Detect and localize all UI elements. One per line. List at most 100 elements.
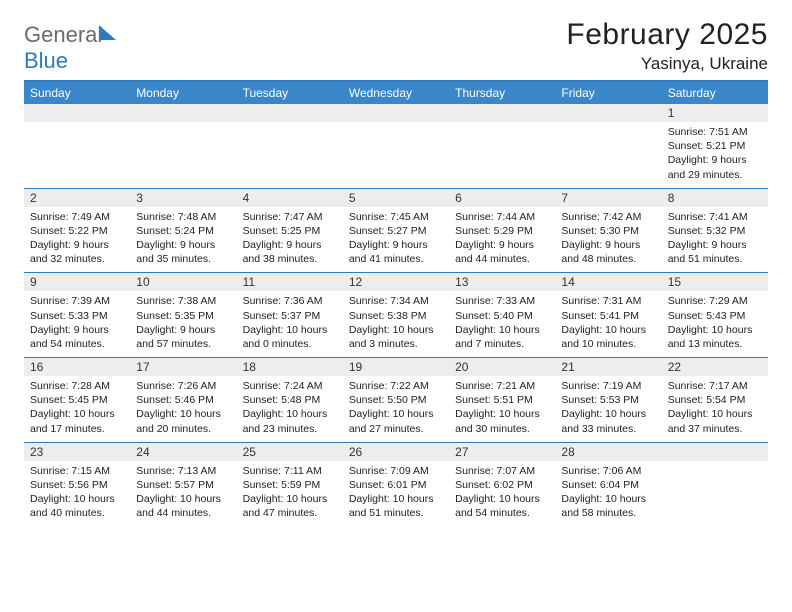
day-details: Sunrise: 7:11 AMSunset: 5:59 PMDaylight:… (237, 461, 343, 527)
calendar-cell: 21Sunrise: 7:19 AMSunset: 5:53 PMDayligh… (555, 358, 661, 443)
calendar-cell (237, 104, 343, 188)
calendar-cell (662, 442, 768, 526)
day-number: 23 (24, 443, 130, 461)
calendar-cell: 22Sunrise: 7:17 AMSunset: 5:54 PMDayligh… (662, 358, 768, 443)
logo-text: General Blue (24, 22, 120, 74)
calendar-cell: 15Sunrise: 7:29 AMSunset: 5:43 PMDayligh… (662, 273, 768, 358)
day-details: Sunrise: 7:47 AMSunset: 5:25 PMDaylight:… (237, 207, 343, 273)
day-details: Sunrise: 7:31 AMSunset: 5:41 PMDaylight:… (555, 291, 661, 357)
calendar-cell: 14Sunrise: 7:31 AMSunset: 5:41 PMDayligh… (555, 273, 661, 358)
calendar-cell: 28Sunrise: 7:06 AMSunset: 6:04 PMDayligh… (555, 442, 661, 526)
day-details: Sunrise: 7:42 AMSunset: 5:30 PMDaylight:… (555, 207, 661, 273)
day-number: 3 (130, 189, 236, 207)
calendar-row: 9Sunrise: 7:39 AMSunset: 5:33 PMDaylight… (24, 273, 768, 358)
day-number: 8 (662, 189, 768, 207)
day-number: 17 (130, 358, 236, 376)
calendar-cell: 8Sunrise: 7:41 AMSunset: 5:32 PMDaylight… (662, 188, 768, 273)
calendar-cell: 9Sunrise: 7:39 AMSunset: 5:33 PMDaylight… (24, 273, 130, 358)
calendar-cell: 3Sunrise: 7:48 AMSunset: 5:24 PMDaylight… (130, 188, 236, 273)
header: General Blue February 2025 Yasinya, Ukra… (24, 18, 768, 74)
day-details: Sunrise: 7:41 AMSunset: 5:32 PMDaylight:… (662, 207, 768, 273)
day-details: Sunrise: 7:17 AMSunset: 5:54 PMDaylight:… (662, 376, 768, 442)
calendar-cell: 24Sunrise: 7:13 AMSunset: 5:57 PMDayligh… (130, 442, 236, 526)
calendar-cell: 7Sunrise: 7:42 AMSunset: 5:30 PMDaylight… (555, 188, 661, 273)
calendar-cell (130, 104, 236, 188)
day-details: Sunrise: 7:07 AMSunset: 6:02 PMDaylight:… (449, 461, 555, 527)
location: Yasinya, Ukraine (566, 54, 768, 74)
calendar-cell: 18Sunrise: 7:24 AMSunset: 5:48 PMDayligh… (237, 358, 343, 443)
day-number: 14 (555, 273, 661, 291)
calendar-row: 1Sunrise: 7:51 AMSunset: 5:21 PMDaylight… (24, 104, 768, 188)
day-details: Sunrise: 7:28 AMSunset: 5:45 PMDaylight:… (24, 376, 130, 442)
calendar-cell: 2Sunrise: 7:49 AMSunset: 5:22 PMDaylight… (24, 188, 130, 273)
day-details: Sunrise: 7:39 AMSunset: 5:33 PMDaylight:… (24, 291, 130, 357)
calendar-cell: 20Sunrise: 7:21 AMSunset: 5:51 PMDayligh… (449, 358, 555, 443)
day-number: 19 (343, 358, 449, 376)
day-details: Sunrise: 7:15 AMSunset: 5:56 PMDaylight:… (24, 461, 130, 527)
calendar-cell: 27Sunrise: 7:07 AMSunset: 6:02 PMDayligh… (449, 442, 555, 526)
day-number: 18 (237, 358, 343, 376)
weekday-header: Sunday (24, 82, 130, 104)
calendar-cell: 25Sunrise: 7:11 AMSunset: 5:59 PMDayligh… (237, 442, 343, 526)
page-title: February 2025 (566, 18, 768, 52)
day-number: 1 (662, 104, 768, 122)
calendar-cell (555, 104, 661, 188)
calendar-cell: 6Sunrise: 7:44 AMSunset: 5:29 PMDaylight… (449, 188, 555, 273)
day-details: Sunrise: 7:33 AMSunset: 5:40 PMDaylight:… (449, 291, 555, 357)
day-number: 16 (24, 358, 130, 376)
day-number: 15 (662, 273, 768, 291)
weekday-header: Saturday (662, 82, 768, 104)
weekday-header: Monday (130, 82, 236, 104)
day-details: Sunrise: 7:22 AMSunset: 5:50 PMDaylight:… (343, 376, 449, 442)
logo-word2: Blue (24, 48, 68, 73)
calendar-cell: 10Sunrise: 7:38 AMSunset: 5:35 PMDayligh… (130, 273, 236, 358)
day-number: 21 (555, 358, 661, 376)
calendar-cell: 13Sunrise: 7:33 AMSunset: 5:40 PMDayligh… (449, 273, 555, 358)
calendar-cell: 17Sunrise: 7:26 AMSunset: 5:46 PMDayligh… (130, 358, 236, 443)
calendar-cell: 19Sunrise: 7:22 AMSunset: 5:50 PMDayligh… (343, 358, 449, 443)
day-details: Sunrise: 7:51 AMSunset: 5:21 PMDaylight:… (662, 122, 768, 188)
day-number: 26 (343, 443, 449, 461)
calendar-body: 1Sunrise: 7:51 AMSunset: 5:21 PMDaylight… (24, 104, 768, 526)
calendar-row: 2Sunrise: 7:49 AMSunset: 5:22 PMDaylight… (24, 188, 768, 273)
calendar-row: 16Sunrise: 7:28 AMSunset: 5:45 PMDayligh… (24, 358, 768, 443)
calendar-cell: 11Sunrise: 7:36 AMSunset: 5:37 PMDayligh… (237, 273, 343, 358)
day-details: Sunrise: 7:09 AMSunset: 6:01 PMDaylight:… (343, 461, 449, 527)
day-number: 2 (24, 189, 130, 207)
day-details: Sunrise: 7:29 AMSunset: 5:43 PMDaylight:… (662, 291, 768, 357)
day-details: Sunrise: 7:44 AMSunset: 5:29 PMDaylight:… (449, 207, 555, 273)
calendar-cell (343, 104, 449, 188)
day-number: 9 (24, 273, 130, 291)
day-number: 11 (237, 273, 343, 291)
day-details: Sunrise: 7:19 AMSunset: 5:53 PMDaylight:… (555, 376, 661, 442)
day-number: 5 (343, 189, 449, 207)
title-block: February 2025 Yasinya, Ukraine (566, 18, 768, 74)
calendar-cell: 1Sunrise: 7:51 AMSunset: 5:21 PMDaylight… (662, 104, 768, 188)
weekday-header: Friday (555, 82, 661, 104)
day-details: Sunrise: 7:36 AMSunset: 5:37 PMDaylight:… (237, 291, 343, 357)
day-number: 27 (449, 443, 555, 461)
calendar-cell: 12Sunrise: 7:34 AMSunset: 5:38 PMDayligh… (343, 273, 449, 358)
weekday-header-row: SundayMondayTuesdayWednesdayThursdayFrid… (24, 82, 768, 104)
day-number: 10 (130, 273, 236, 291)
logo: General Blue (24, 18, 120, 74)
logo-word1: General (24, 22, 102, 47)
day-details: Sunrise: 7:06 AMSunset: 6:04 PMDaylight:… (555, 461, 661, 527)
calendar-cell: 23Sunrise: 7:15 AMSunset: 5:56 PMDayligh… (24, 442, 130, 526)
day-details: Sunrise: 7:26 AMSunset: 5:46 PMDaylight:… (130, 376, 236, 442)
day-details: Sunrise: 7:38 AMSunset: 5:35 PMDaylight:… (130, 291, 236, 357)
day-number: 25 (237, 443, 343, 461)
calendar-cell (24, 104, 130, 188)
day-details: Sunrise: 7:49 AMSunset: 5:22 PMDaylight:… (24, 207, 130, 273)
calendar-cell: 4Sunrise: 7:47 AMSunset: 5:25 PMDaylight… (237, 188, 343, 273)
day-details: Sunrise: 7:48 AMSunset: 5:24 PMDaylight:… (130, 207, 236, 273)
calendar-cell: 5Sunrise: 7:45 AMSunset: 5:27 PMDaylight… (343, 188, 449, 273)
day-number: 12 (343, 273, 449, 291)
calendar-cell (449, 104, 555, 188)
day-number: 28 (555, 443, 661, 461)
day-number: 22 (662, 358, 768, 376)
day-number: 6 (449, 189, 555, 207)
day-details: Sunrise: 7:13 AMSunset: 5:57 PMDaylight:… (130, 461, 236, 527)
day-details: Sunrise: 7:34 AMSunset: 5:38 PMDaylight:… (343, 291, 449, 357)
calendar-row: 23Sunrise: 7:15 AMSunset: 5:56 PMDayligh… (24, 442, 768, 526)
